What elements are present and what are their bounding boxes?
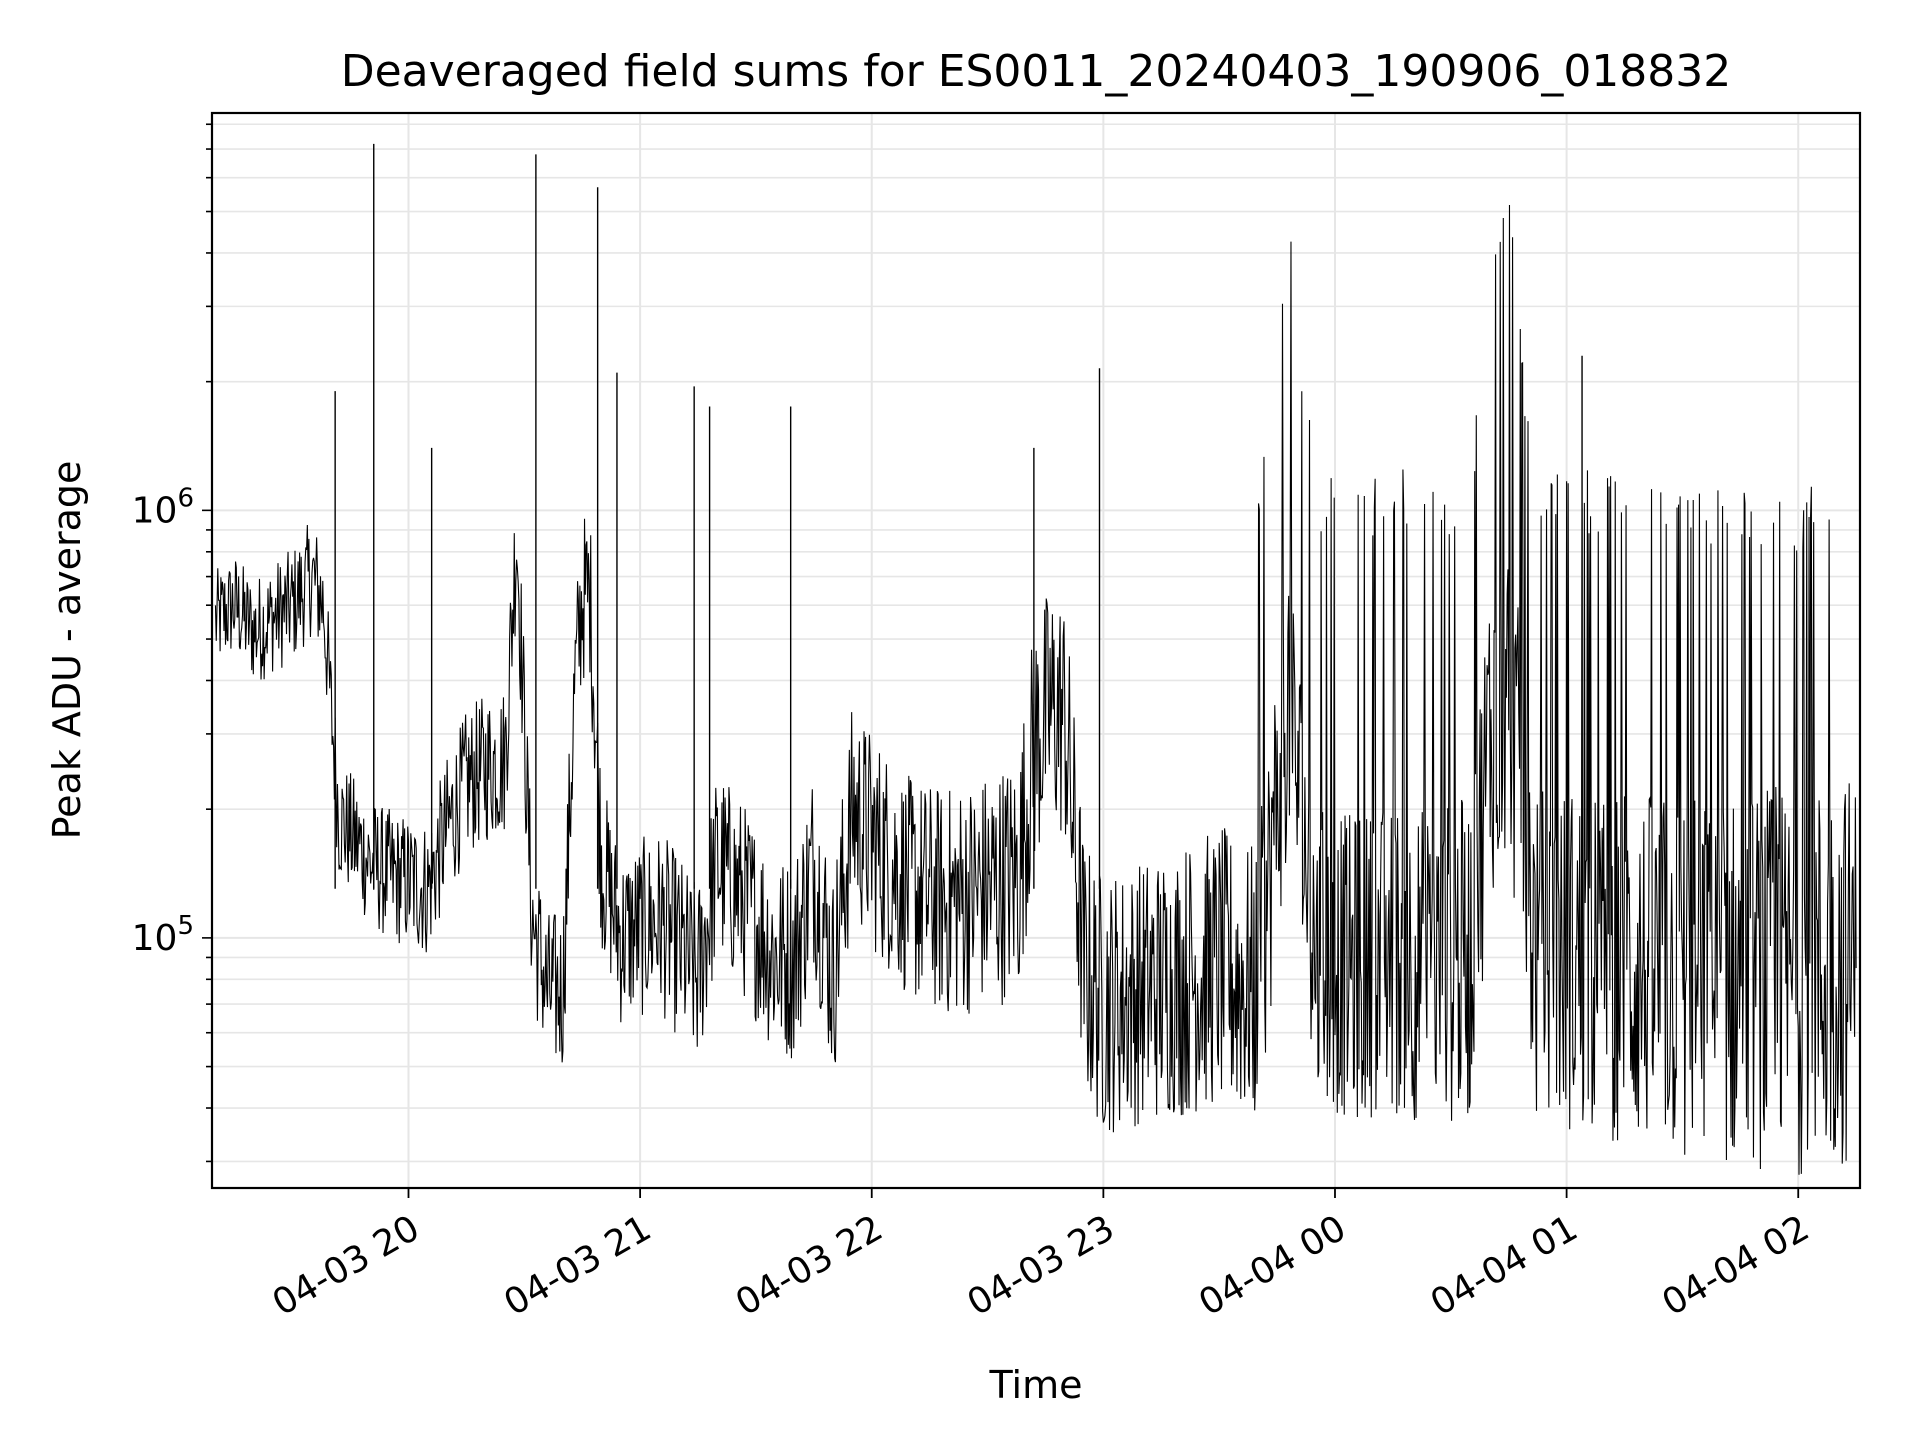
- series-layer: [214, 143, 1857, 1175]
- series-line: [214, 205, 1857, 1175]
- y-axis-label: Peak ADU - average: [45, 461, 89, 840]
- y-tick-exponent: 6: [177, 483, 194, 513]
- chart-title: Deaveraged field sums for ES0011_2024040…: [341, 46, 1732, 97]
- plot-frame: [210, 111, 1862, 1190]
- y-tick-base: 10: [132, 490, 178, 531]
- y-tick-base: 10: [132, 918, 178, 959]
- y-tick-exponent: 5: [177, 911, 194, 941]
- y-tick-label: 106: [132, 483, 194, 531]
- x-axis-label: Time: [989, 1363, 1083, 1407]
- y-tick-label: 105: [132, 911, 194, 959]
